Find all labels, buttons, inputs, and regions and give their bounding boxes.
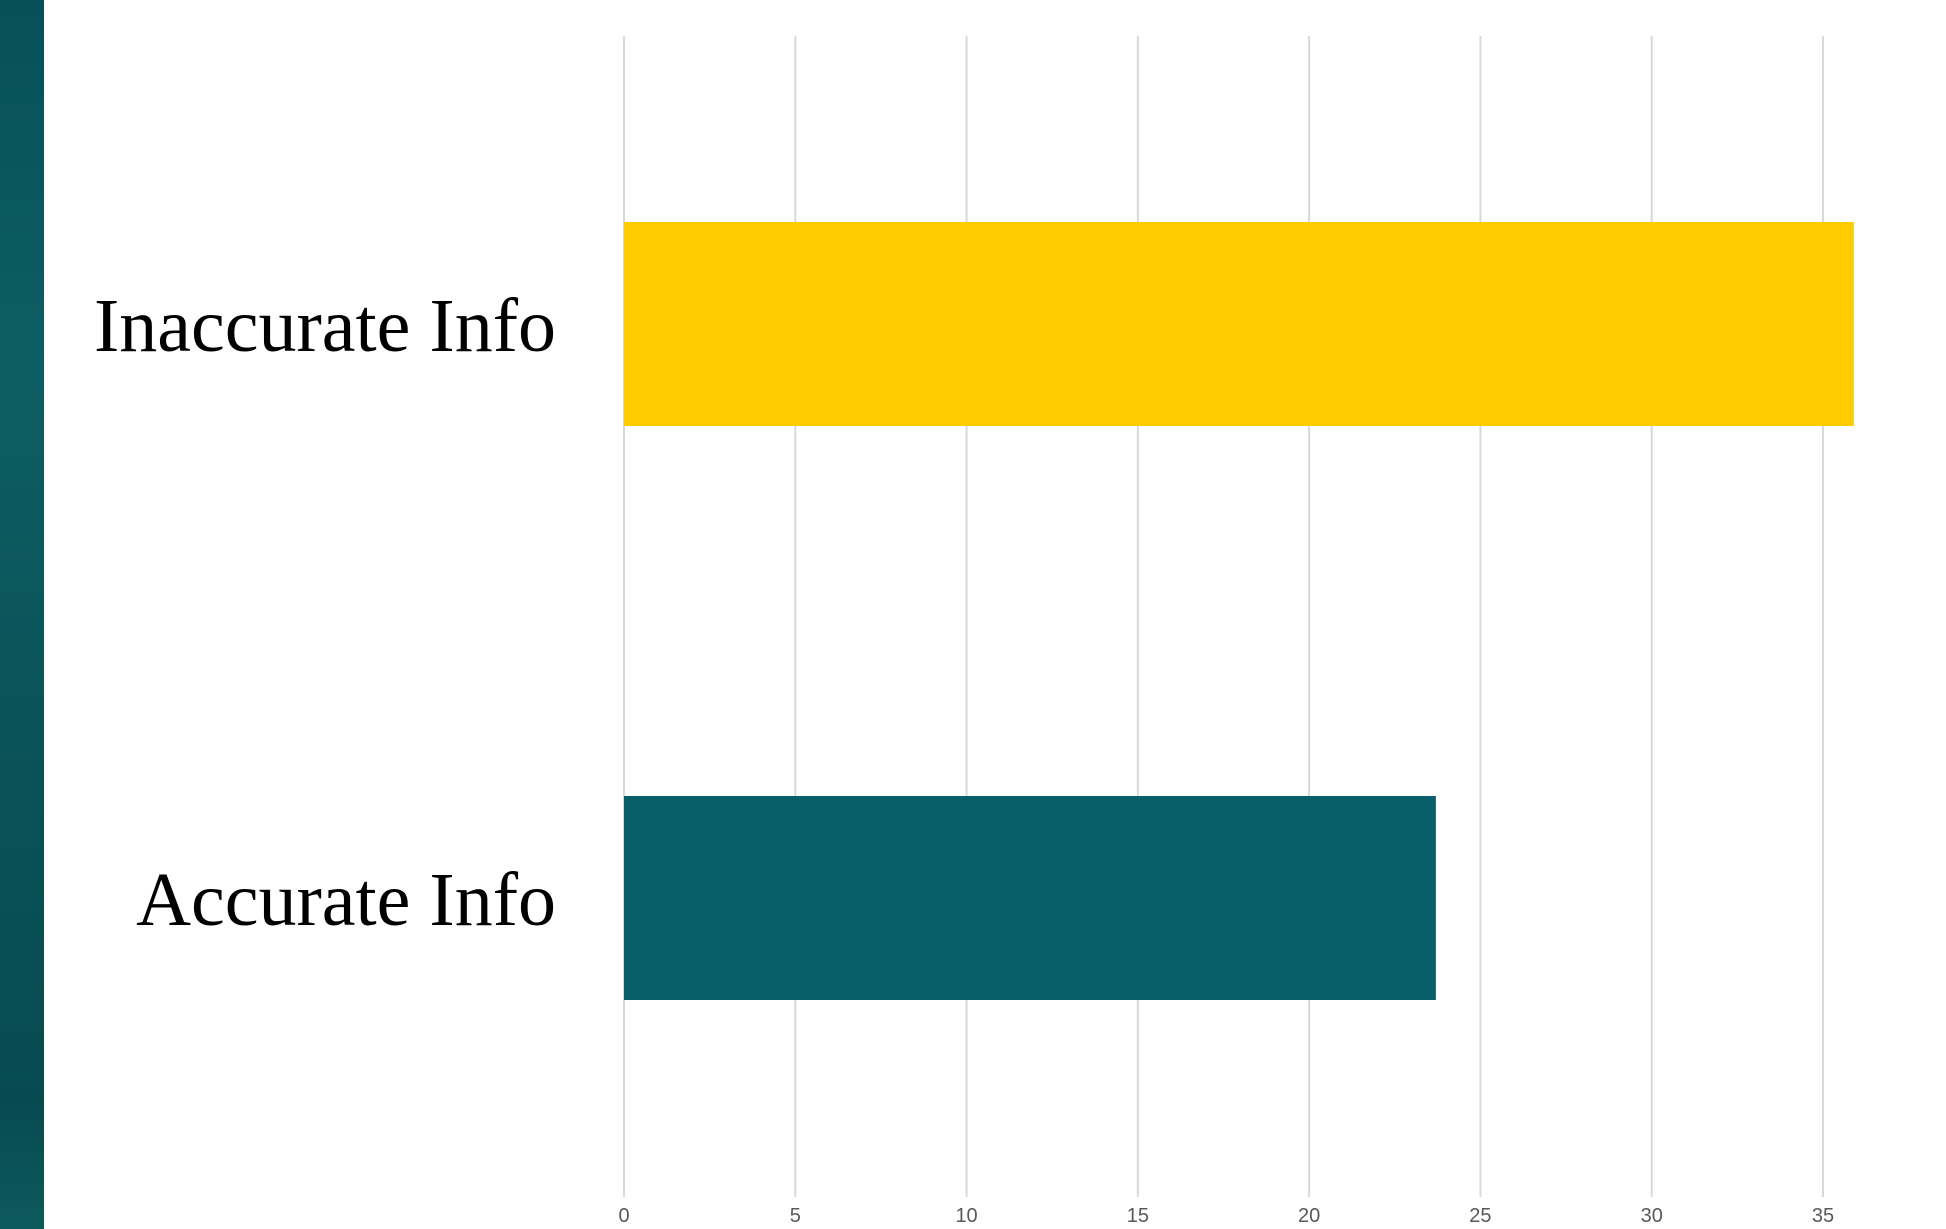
- gridlines: [623, 36, 1824, 1197]
- category-label: Inaccurate Info: [94, 284, 556, 368]
- bar-inaccurate-info: [624, 222, 1854, 426]
- x-tick-label: 10: [955, 1205, 977, 1227]
- x-tick-label: 35: [1812, 1205, 1834, 1227]
- x-tick-label: 20: [1298, 1205, 1320, 1227]
- x-tick-label: 5: [790, 1205, 801, 1227]
- bar-accurate-info: [624, 796, 1436, 1000]
- category-label: Accurate Info: [136, 858, 556, 942]
- x-tick-labels: 0 5 10 15 20 25 30 35: [618, 1205, 1834, 1227]
- category-labels: Inaccurate Info Accurate Info: [94, 284, 556, 942]
- bars: [624, 222, 1854, 1000]
- x-tick-label: 30: [1641, 1205, 1663, 1227]
- side-accent-bar: [0, 0, 44, 1229]
- x-tick-label: 0: [618, 1205, 629, 1227]
- x-tick-label: 25: [1469, 1205, 1491, 1227]
- x-tick-label: 15: [1127, 1205, 1149, 1227]
